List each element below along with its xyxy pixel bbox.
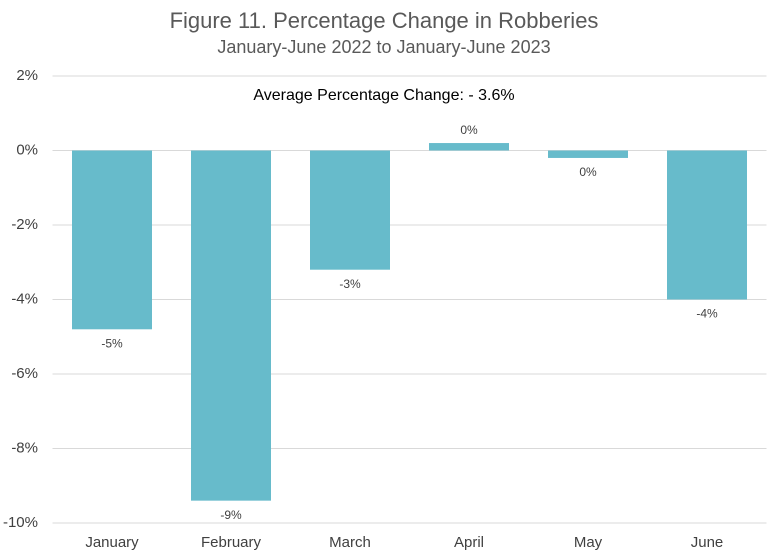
bar — [72, 150, 152, 330]
bar — [548, 150, 628, 158]
grid — [52, 75, 767, 524]
chart-title: Figure 11. Percentage Change in Robberie… — [170, 8, 599, 33]
value-label: -5% — [101, 336, 123, 350]
x-tick-label: June — [691, 534, 724, 551]
y-tick-label: -4% — [11, 290, 38, 307]
y-tick-label: -8% — [11, 439, 38, 456]
y-tick-label: -10% — [3, 514, 38, 531]
value-label: 0% — [579, 165, 597, 179]
x-tick-label: April — [454, 534, 484, 551]
value-label: -9% — [220, 508, 242, 522]
value-label: -3% — [339, 277, 361, 291]
value-label: -4% — [696, 307, 718, 321]
x-tick-label: February — [201, 534, 262, 551]
x-tick-label: May — [574, 534, 603, 551]
bar — [191, 150, 271, 501]
bar — [429, 143, 509, 151]
x-tick-label: March — [329, 534, 371, 551]
y-tick-label: 0% — [16, 141, 38, 158]
value-label: 0% — [460, 123, 478, 137]
bar — [310, 150, 390, 270]
chart-subtitle: January-June 2022 to January-June 2023 — [217, 37, 550, 57]
annotation: Average Percentage Change: - 3.6% — [253, 87, 514, 104]
y-tick-label: 2% — [16, 67, 38, 84]
y-tick-label: -2% — [11, 216, 38, 233]
y-tick-label: -6% — [11, 365, 38, 382]
bar — [667, 150, 747, 300]
x-tick-label: January — [85, 534, 139, 551]
